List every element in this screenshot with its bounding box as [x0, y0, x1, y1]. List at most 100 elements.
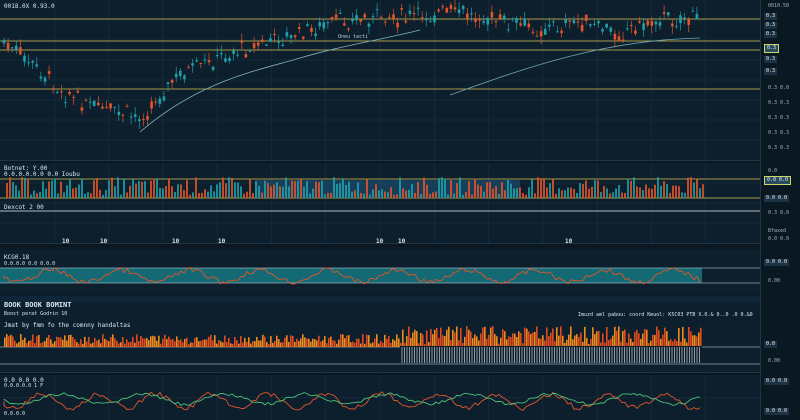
indicator4-label: 0.0 0.0 0.0: [4, 377, 44, 384]
x-axis-label: 10: [565, 238, 573, 245]
histogram-bar: [76, 342, 78, 347]
volume-bar: [93, 180, 95, 198]
symbol-label: 0018.0X 0.93.0: [4, 3, 55, 10]
histogram-bar: [224, 335, 226, 347]
volume-bar: [354, 190, 356, 198]
histogram-bar: [632, 341, 634, 347]
pane-separator[interactable]: [0, 243, 800, 247]
histogram-bar: [70, 334, 72, 347]
signal-line: [3, 392, 701, 406]
volume-bar: [435, 191, 437, 198]
histogram-bar: [670, 339, 672, 347]
candle-body: [72, 96, 75, 98]
volume-bar: [519, 187, 521, 198]
candle-body: [162, 96, 166, 101]
volume-bar: [462, 194, 464, 198]
histogram-bar: [32, 334, 34, 347]
candle-body: [15, 45, 18, 50]
candle-body: [363, 14, 367, 18]
histogram-bar: [120, 342, 122, 347]
histogram-bar: [422, 334, 424, 347]
candle-body: [482, 21, 485, 23]
indicator1-pane[interactable]: Botnet: Y.00 0.0.0.0.0.0 0.0 Ioubu Dexco…: [0, 163, 760, 243]
candle-body: [449, 4, 453, 9]
price-chart: [0, 0, 760, 160]
indicator2-pane[interactable]: KCG0.18 0.0.0.0 0.0 0.0.0: [0, 250, 760, 295]
candle-body: [597, 21, 600, 24]
histogram-bar: [58, 337, 60, 347]
candle-body: [322, 22, 326, 29]
volume-bar: [687, 177, 689, 198]
candle-body: [351, 19, 354, 22]
histogram-bar: [18, 342, 20, 347]
histogram-bar: [328, 338, 330, 347]
pane-separator[interactable]: [0, 160, 800, 164]
candle-body: [666, 12, 670, 16]
candle-body: [519, 23, 522, 26]
histogram-bar: [214, 335, 216, 347]
axis-tag: 0.3: [764, 13, 778, 20]
volume-bar: [159, 187, 161, 198]
volume-bar: [486, 182, 488, 198]
volume-bar: [498, 193, 500, 198]
volume-bar: [420, 193, 422, 198]
moving-average-line: [139, 29, 421, 133]
candle-body: [269, 38, 272, 42]
histogram-bar: [22, 339, 24, 347]
histogram-bar: [90, 343, 92, 347]
histogram-bar: [160, 343, 162, 347]
histogram-bar: [282, 342, 284, 347]
histogram-bar: [132, 336, 134, 347]
volume-bar: [660, 185, 662, 198]
histogram-bar: [382, 342, 384, 347]
histogram-bar: [108, 341, 110, 347]
volume-bar: [78, 184, 80, 198]
histogram-bar: [560, 326, 562, 347]
histogram-bar: [322, 340, 324, 347]
volume-bar: [618, 184, 620, 198]
indicator3-pane[interactable]: BOOK BOOK BOMINT Boost perat Godrin 10 J…: [0, 302, 760, 372]
volume-bar: [534, 193, 536, 198]
volume-bar: [87, 192, 89, 198]
histogram-bar: [526, 328, 528, 347]
histogram-bar: [92, 342, 94, 347]
histogram-bar: [326, 343, 328, 347]
histogram-bar: [486, 338, 488, 347]
candle-body: [420, 17, 424, 19]
candle-body: [248, 50, 252, 52]
volume-bar: [120, 194, 122, 198]
histogram-bar: [440, 327, 442, 347]
histogram-bar: [394, 340, 396, 347]
candle-body: [80, 107, 84, 111]
histogram-bar: [46, 337, 48, 347]
candle-body: [326, 22, 330, 24]
candle-body: [297, 27, 301, 29]
axis-tag: 0.3: [764, 56, 778, 63]
histogram-bar: [688, 327, 690, 347]
momentum-chart: [0, 375, 760, 420]
volume-bar: [702, 184, 704, 198]
histogram-bar: [412, 332, 414, 347]
volume-bar: [192, 192, 194, 198]
histogram-bar: [638, 333, 640, 347]
volume-bar: [300, 179, 302, 198]
candle-body: [199, 62, 203, 64]
candle-body: [687, 18, 690, 26]
histogram-bar: [650, 340, 652, 347]
volume-bar: [456, 183, 458, 198]
volume-bar: [36, 193, 38, 198]
candle-body: [523, 18, 526, 26]
histogram-bar: [12, 336, 14, 347]
histogram-bar: [584, 326, 586, 347]
histogram-bar: [434, 329, 436, 347]
histogram-bar: [466, 326, 468, 347]
pane-separator[interactable]: [0, 372, 800, 376]
histogram-bar: [602, 333, 604, 347]
indicator4-pane[interactable]: 0.0 0.0 0.0 0.0.0.0.0 1 F 0.0.0.0: [0, 375, 760, 420]
main-chart-pane[interactable]: 0018.0X 0.93.0 Oneu tacti: [0, 0, 760, 160]
volume-bar: [546, 187, 548, 198]
volume-bar: [390, 187, 392, 198]
volume-bar: [684, 192, 686, 198]
histogram-bar: [668, 340, 670, 347]
candle-body: [64, 102, 67, 104]
